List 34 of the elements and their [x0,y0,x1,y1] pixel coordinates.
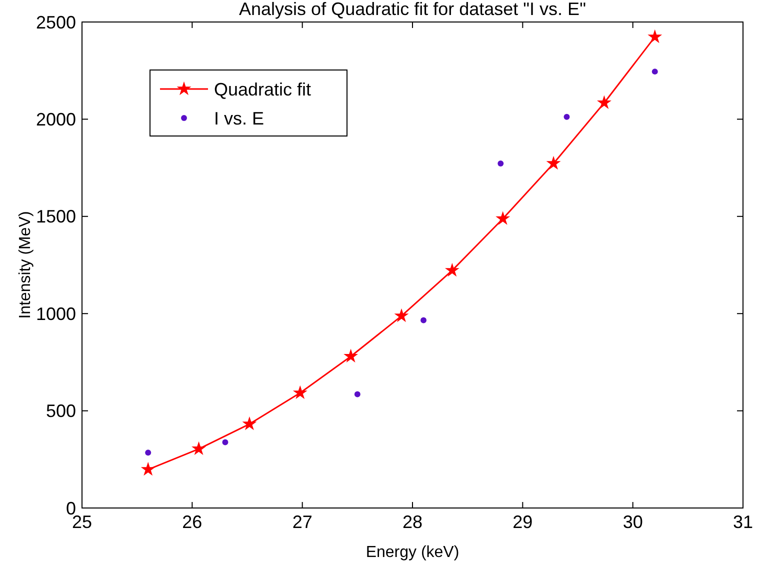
point [294,386,306,398]
point [564,114,570,120]
y-tick-label: 500 [46,401,76,422]
point [145,450,152,456]
point [142,463,154,475]
point [496,212,510,224]
point [547,157,560,169]
point [648,30,662,42]
x-tick-label: 29 [512,512,533,532]
x-tick-label: 30 [622,512,643,532]
point [243,418,256,430]
chart-title: Analysis of Quadratic fit for dataset "I vs. E" [239,0,586,19]
x-tick-label: 26 [182,512,202,532]
legend-label: Quadratic fit [214,79,312,100]
point [498,160,504,166]
point [344,350,357,362]
point [222,439,228,446]
point [652,68,658,75]
y-tick-label: 2000 [36,110,76,130]
x-tick-label: 27 [292,512,312,532]
x-tick-label: 28 [402,512,423,532]
point [192,442,205,454]
x-axis-title: Energy (keV) [366,544,460,561]
y-tick-label: 1500 [36,206,76,227]
point [354,391,360,398]
point [395,309,408,322]
x-tick-label: 31 [732,512,754,532]
point [420,317,426,324]
point [446,264,458,276]
y-tick-label: 2500 [36,12,76,32]
legend-label: I vs. E [214,108,264,128]
point [598,96,610,108]
y-tick-label: 1000 [36,304,76,324]
y-axis-title: Intensity (MeV) [17,211,34,319]
